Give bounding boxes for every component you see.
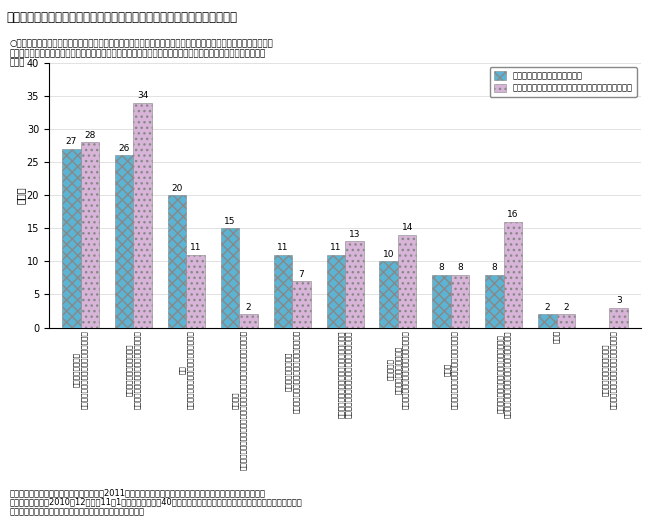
Text: 27: 27 xyxy=(66,137,77,146)
Bar xyxy=(186,255,205,328)
Text: 指導・育成をする
部下のキャリア・将来を見据えて必要な: 指導・育成をする 部下のキャリア・将来を見据えて必要な xyxy=(74,330,88,409)
Text: に明確にして部下に伝え、部下の行動を導く
相織の上層部や相織外からの情報を自分なり: に明確にして部下に伝え、部下の行動を導く 相織の上層部や相織外からの情報を自分な… xyxy=(338,330,352,418)
Text: つくる
部下を動機づけし、職場に良い雰囲気を: つくる 部下を動機づけし、職場に良い雰囲気を xyxy=(444,330,458,409)
Text: する
組織や部署が直面する様々な課題を解決: する 組織や部署が直面する様々な課題を解決 xyxy=(179,330,193,409)
Bar xyxy=(450,275,469,328)
Bar xyxy=(240,314,258,328)
Text: を上げる
部署の目標達成のために、自らも一人のプレーヤーとなり、仕事の成果: を上げる 部署の目標達成のために、自らも一人のプレーヤーとなり、仕事の成果 xyxy=(232,330,246,470)
Text: 7: 7 xyxy=(299,269,304,279)
Text: 8: 8 xyxy=(457,263,463,272)
Text: 11: 11 xyxy=(277,243,288,252)
Text: 3: 3 xyxy=(616,296,622,305)
Bar xyxy=(485,275,504,328)
Bar xyxy=(398,235,417,328)
Bar xyxy=(504,222,522,328)
Text: 2: 2 xyxy=(544,303,550,312)
Text: 28: 28 xyxy=(84,130,96,139)
Text: （注）　同調査（2010年12月から11年1月に実施）では、40歳前後の中間管理職の現状課題を把握するため、経営トッ: （注） 同調査（2010年12月から11年1月に実施）では、40歳前後の中間管理… xyxy=(10,498,303,507)
Text: の動向などの情報を収集し業務に活かす
顧客のニーズや世間のトレンド、マーケット: の動向などの情報を収集し業務に活かす 顧客のニーズや世間のトレンド、マーケット xyxy=(497,330,511,418)
Text: ○　現在、重要度が高いが、自社の管理職層が達成できていないこととして、「部下のキャリア・将来を見据えて: ○ 現在、重要度が高いが、自社の管理職層が達成できていないこととして、「部下のキ… xyxy=(10,39,273,48)
Text: 必要な指導・育成をする」「経営環境の変化を踏まえた新しい事業や仕組みを自ら企画立案する」が多くあげら: 必要な指導・育成をする」「経営環境の変化を踏まえた新しい事業や仕組みを自ら企画立… xyxy=(10,49,266,58)
Bar xyxy=(432,275,450,328)
Text: 11: 11 xyxy=(190,243,201,252)
Text: 10: 10 xyxy=(383,250,395,259)
Text: 資料出所　（一社）日本経済団体連合会（2011）「ミドルマネジャーの現状課題の把握等に関する調査結果」: 資料出所 （一社）日本経済団体連合会（2011）「ミドルマネジャーの現状課題の把… xyxy=(10,488,266,497)
Text: 34: 34 xyxy=(137,91,148,100)
Text: 問い合わせなどに対応する
戦場の代表として、社内外からの業成や: 問い合わせなどに対応する 戦場の代表として、社内外からの業成や xyxy=(602,330,616,409)
Bar xyxy=(557,314,575,328)
Bar xyxy=(115,156,133,328)
Text: 進捗状況を管理する
部下に必要な業務指示・指導を行い、その: 進捗状況を管理する 部下に必要な業務指示・指導を行い、その xyxy=(285,330,299,413)
Text: 2: 2 xyxy=(563,303,569,312)
Bar xyxy=(292,281,311,328)
Text: 14: 14 xyxy=(402,223,413,232)
Bar xyxy=(380,261,398,328)
Bar xyxy=(168,195,186,328)
Text: 第２－（４）－４図　管理職層で特に重要な役割と達成できていない役割: 第２－（４）－４図 管理職層で特に重要な役割と達成できていない役割 xyxy=(7,10,238,24)
Bar xyxy=(327,255,345,328)
Bar xyxy=(133,103,152,328)
Text: 26: 26 xyxy=(118,144,130,153)
Text: 15: 15 xyxy=(224,216,236,226)
Bar xyxy=(81,142,99,328)
Bar xyxy=(609,308,628,328)
Text: 11: 11 xyxy=(330,243,342,252)
Text: を構築する
配分し、最適な戦場体制
戦場の経営資源（ヒト、モノ、カネ）を: を構築する 配分し、最適な戦場体制 戦場の経営資源（ヒト、モノ、カネ）を xyxy=(387,330,409,409)
Legend: 現在、重要度が高いと思うもの, 現在、自社の管理職層が達成できていないと思うもの: 現在、重要度が高いと思うもの, 現在、自社の管理職層が達成できていないと思うもの xyxy=(490,67,637,97)
Text: 16: 16 xyxy=(507,210,519,219)
Text: 仕組みを自ら企画立案する
経営環境の変化を踏まえた新しい事業や: 仕組みを自ら企画立案する 経営環境の変化を踏まえた新しい事業や xyxy=(126,330,141,409)
Text: 8: 8 xyxy=(492,263,497,272)
Text: 8: 8 xyxy=(439,263,445,272)
Bar xyxy=(273,255,292,328)
Text: 13: 13 xyxy=(348,230,360,239)
Bar xyxy=(538,314,557,328)
Text: 2: 2 xyxy=(245,303,251,312)
Text: プ・人事労務担当役員に対して調査を実施している。: プ・人事労務担当役員に対して調査を実施している。 xyxy=(10,507,145,516)
Y-axis label: （人）: （人） xyxy=(15,187,25,204)
Bar xyxy=(221,228,240,328)
Text: その他: その他 xyxy=(553,330,560,343)
Bar xyxy=(62,149,81,328)
Text: れる。: れる。 xyxy=(10,59,25,68)
Bar xyxy=(345,242,363,328)
Text: 20: 20 xyxy=(171,183,183,192)
